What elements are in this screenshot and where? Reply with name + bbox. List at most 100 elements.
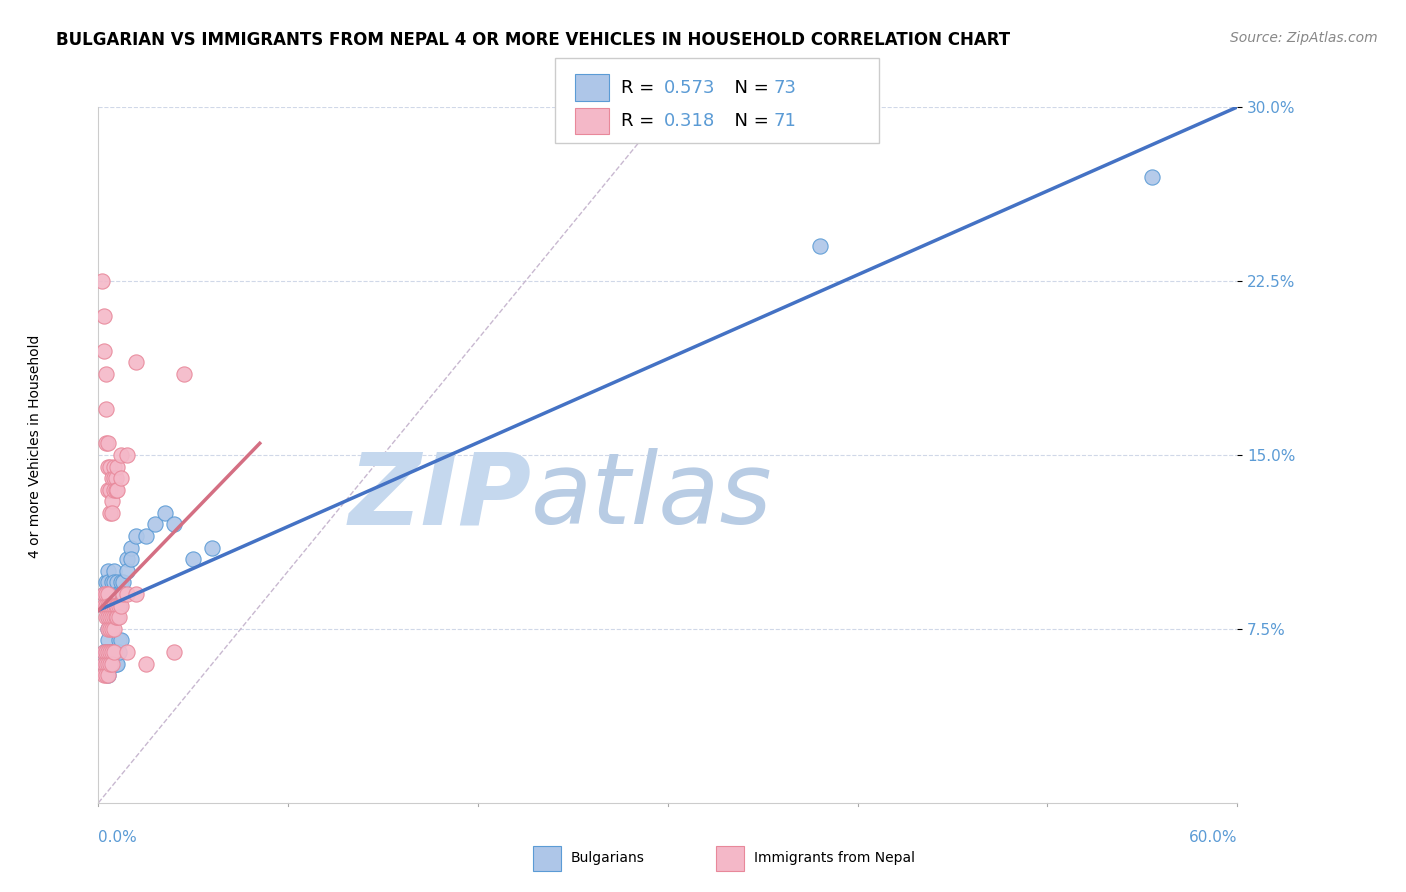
Point [97, 657, 120, 671]
Point [97, 599, 120, 613]
Point [97, 436, 120, 450]
Point [100, 599, 122, 613]
Point [98, 610, 121, 624]
Point [97, 622, 120, 636]
Point [91, 274, 114, 288]
Point [104, 587, 127, 601]
Point [107, 610, 129, 624]
Point [97, 610, 120, 624]
Point [112, 587, 135, 601]
Point [145, 517, 167, 532]
Point [183, 552, 205, 566]
Point [98, 599, 121, 613]
Point [93, 587, 115, 601]
Point [108, 599, 131, 613]
Point [107, 575, 129, 590]
Text: R =: R = [621, 78, 661, 96]
Point [110, 575, 132, 590]
Point [98, 587, 121, 601]
Point [163, 645, 186, 659]
Point [98, 610, 121, 624]
Point [100, 575, 122, 590]
Point [98, 657, 121, 671]
Text: Immigrants from Nepal: Immigrants from Nepal [754, 852, 915, 865]
Point [112, 587, 135, 601]
Point [115, 587, 138, 601]
Point [98, 645, 121, 659]
Point [104, 610, 127, 624]
Point [97, 459, 120, 474]
Point [94, 645, 117, 659]
Point [97, 633, 120, 648]
Point [97, 622, 120, 636]
Point [103, 622, 125, 636]
Point [103, 471, 125, 485]
Point [97, 575, 120, 590]
Point [97, 668, 120, 682]
Point [98, 645, 121, 659]
Point [201, 541, 224, 555]
Point [104, 483, 127, 497]
Point [100, 645, 122, 659]
Point [104, 471, 127, 485]
Text: 0.318: 0.318 [664, 112, 714, 130]
Point [110, 471, 132, 485]
Point [100, 599, 122, 613]
Point [97, 645, 120, 659]
Text: 4 or more Vehicles in Household: 4 or more Vehicles in Household [28, 334, 42, 558]
Point [115, 552, 138, 566]
Point [107, 599, 129, 613]
Point [104, 610, 127, 624]
Text: atlas: atlas [531, 448, 773, 545]
Text: R =: R = [621, 112, 661, 130]
Point [103, 657, 125, 671]
Point [103, 483, 125, 497]
Point [125, 355, 148, 369]
Text: N =: N = [723, 78, 775, 96]
Point [125, 587, 148, 601]
Point [1140, 169, 1163, 184]
Point [93, 668, 115, 682]
Point [93, 343, 115, 358]
Point [163, 517, 186, 532]
Point [115, 645, 138, 659]
Point [100, 622, 122, 636]
Point [120, 541, 142, 555]
Point [94, 657, 117, 671]
Point [104, 599, 127, 613]
Point [94, 599, 117, 613]
Point [135, 657, 157, 671]
Point [108, 633, 131, 648]
Point [98, 599, 121, 613]
Text: Source: ZipAtlas.com: Source: ZipAtlas.com [1230, 31, 1378, 45]
Point [103, 599, 125, 613]
Point [97, 657, 120, 671]
Point [107, 459, 129, 474]
Point [93, 645, 115, 659]
Point [103, 610, 125, 624]
Point [94, 610, 117, 624]
Point [98, 459, 121, 474]
Point [107, 483, 129, 497]
Text: ZIP: ZIP [349, 448, 531, 545]
Point [94, 575, 117, 590]
Text: N =: N = [723, 112, 775, 130]
Point [103, 645, 125, 659]
Point [93, 645, 115, 659]
Point [108, 610, 131, 624]
Point [93, 587, 115, 601]
Point [107, 657, 129, 671]
Point [104, 657, 127, 671]
Point [97, 587, 120, 601]
Text: BULGARIAN VS IMMIGRANTS FROM NEPAL 4 OR MORE VEHICLES IN HOUSEHOLD CORRELATION C: BULGARIAN VS IMMIGRANTS FROM NEPAL 4 OR … [56, 31, 1011, 49]
Point [100, 471, 122, 485]
Point [108, 587, 131, 601]
Point [103, 645, 125, 659]
Point [108, 599, 131, 613]
Point [107, 610, 129, 624]
Text: 60.0%: 60.0% [1189, 830, 1237, 845]
Point [100, 494, 122, 508]
Point [125, 529, 148, 543]
Text: 73: 73 [773, 78, 796, 96]
Point [94, 657, 117, 671]
